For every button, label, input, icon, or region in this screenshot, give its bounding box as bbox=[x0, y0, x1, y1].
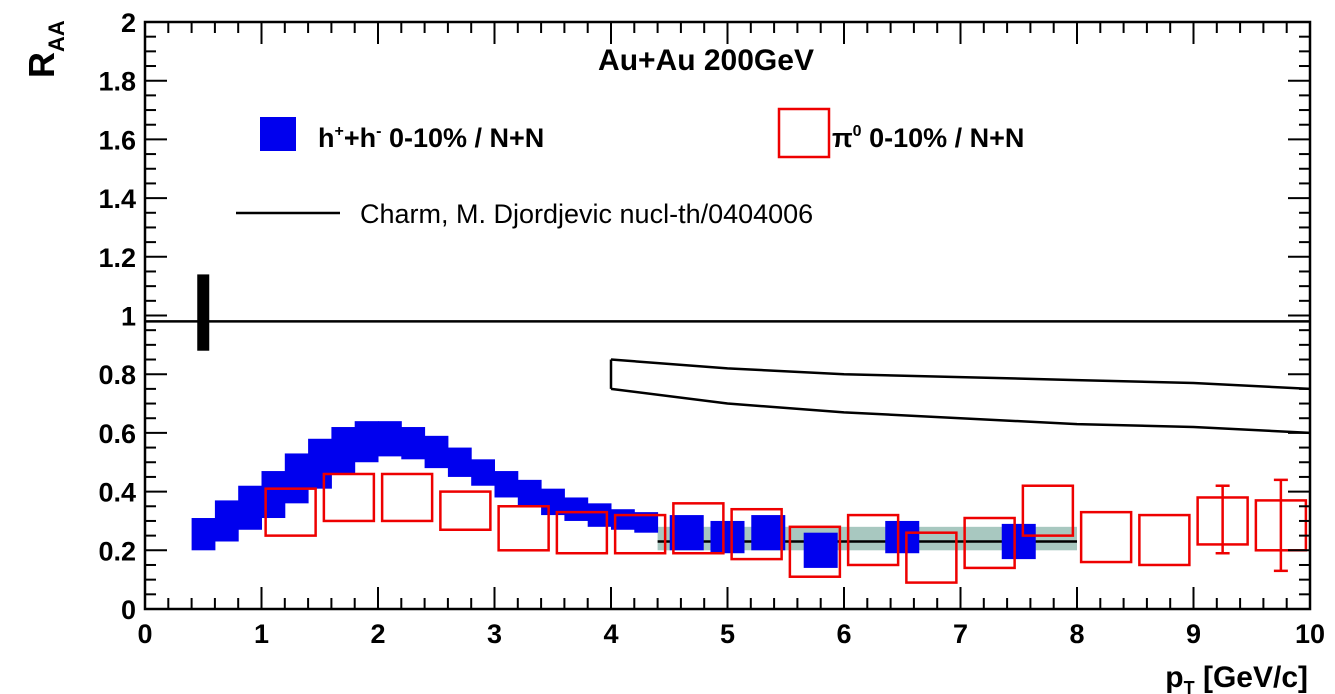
hadron-band-step-13 bbox=[494, 471, 519, 498]
pi0-point-15 bbox=[1138, 513, 1191, 567]
hadron-band-step-3 bbox=[261, 471, 286, 519]
y-tick-label: 0.4 bbox=[98, 478, 136, 508]
pi0-point-7 bbox=[672, 502, 725, 555]
hadron-band-step-19 bbox=[634, 512, 659, 533]
plot-title: Au+Au 200GeV bbox=[598, 44, 814, 77]
hadron-band-step-11 bbox=[447, 447, 472, 477]
x-tick-label: 8 bbox=[1069, 619, 1084, 649]
y-tick-label: 1 bbox=[121, 302, 136, 332]
pi0-point-1 bbox=[322, 472, 376, 523]
y-tick-label: 1.8 bbox=[98, 67, 136, 97]
hadron-band-step-12 bbox=[471, 459, 495, 486]
charm-upper-curve bbox=[610, 358, 1311, 391]
pi0-point-6 bbox=[613, 513, 667, 555]
pi0-point-16 bbox=[1196, 496, 1249, 546]
pi0-point-5 bbox=[555, 510, 609, 555]
y-tick-label: 1.6 bbox=[98, 125, 136, 155]
y-tick-label: 0.8 bbox=[98, 360, 136, 390]
legend-pi0-marker bbox=[777, 107, 831, 159]
hadron-point-5 bbox=[1001, 523, 1036, 560]
hadron-band-step-8 bbox=[378, 421, 402, 457]
pi0-point-0 bbox=[264, 487, 317, 537]
legend-charm-label: Charm, M. Djordjevic nucl-th/0404006 bbox=[360, 199, 813, 229]
hadron-point-4 bbox=[885, 520, 920, 554]
y-tick-label: 0 bbox=[121, 595, 136, 625]
legend-hadrons-marker bbox=[260, 117, 296, 151]
hadron-band-step-5 bbox=[308, 438, 332, 489]
hadron-band-step-10 bbox=[424, 435, 449, 469]
hadron-band-step-17 bbox=[587, 503, 612, 527]
pi0-point-13 bbox=[1021, 484, 1075, 537]
hadron-band-step-4 bbox=[284, 453, 309, 504]
pi0-point-14 bbox=[1079, 510, 1133, 564]
y-tick-label: 1.2 bbox=[98, 243, 136, 273]
hadron-band-step-16 bbox=[564, 497, 589, 521]
x-tick-label: 0 bbox=[137, 619, 152, 649]
pi0-point-10 bbox=[846, 513, 900, 567]
y-tick-label: 2 bbox=[121, 8, 136, 38]
x-tick-label: 10 bbox=[1295, 619, 1325, 649]
hadron-band-step-7 bbox=[354, 421, 379, 463]
x-tick-label: 3 bbox=[487, 619, 502, 649]
points-layer bbox=[264, 472, 1308, 584]
pi0-point-9 bbox=[788, 525, 842, 578]
legend-hadrons-label: h++h- 0-10% / N+N bbox=[318, 123, 544, 153]
hadron-band-step-2 bbox=[238, 485, 262, 530]
pi0-point-8 bbox=[730, 507, 783, 561]
x-tick-label: 1 bbox=[254, 619, 269, 649]
hadron-point-0 bbox=[669, 515, 704, 551]
hadron-point-3 bbox=[803, 532, 838, 568]
hadron-point-2 bbox=[751, 515, 786, 551]
y-tick-label: 1.4 bbox=[98, 184, 136, 214]
pi0-point-12 bbox=[963, 516, 1016, 570]
y-axis-title: RAA bbox=[21, 20, 69, 78]
charm-lower-curve bbox=[610, 387, 1311, 435]
hadron-band-step-15 bbox=[541, 488, 565, 516]
y-tick-label: 0.6 bbox=[98, 419, 136, 449]
normalization-error-bar bbox=[197, 274, 210, 351]
hadron-band-step-9 bbox=[401, 427, 426, 460]
hadron-band-step-6 bbox=[331, 427, 356, 474]
hadron-point-1 bbox=[710, 520, 745, 554]
x-tick-label: 7 bbox=[953, 619, 968, 649]
x-axis-title: pT [GeV/c] bbox=[1165, 661, 1308, 694]
pi0-point-3 bbox=[439, 490, 492, 532]
pi0-point-17 bbox=[1254, 499, 1308, 552]
theory-layer bbox=[145, 274, 1311, 543]
pi0-point-2 bbox=[380, 472, 434, 523]
x-tick-label: 4 bbox=[603, 619, 618, 649]
x-tick-label: 6 bbox=[836, 619, 851, 649]
legend-pi0-label: π0 0-10% / N+N bbox=[832, 123, 1024, 153]
ticks-layer bbox=[144, 21, 1311, 610]
legend: h++h- 0-10% / N+N π0 0-10% / N+N Charm, … bbox=[236, 107, 1024, 229]
tick-labels-layer: 0 1 2 3 4 5 6 7 8 9 10 0 0.2 0.4 0.6 0.8 1 1.2 1.4 1.6 1.8 2 bbox=[98, 8, 1325, 649]
pi0-point-11 bbox=[905, 531, 958, 584]
y-tick-label: 0.2 bbox=[98, 536, 136, 566]
hadron-band-step-14 bbox=[517, 479, 542, 507]
hadron-band-step-0 bbox=[191, 518, 216, 551]
x-tick-label: 9 bbox=[1186, 619, 1201, 649]
pi0-point-4 bbox=[497, 505, 550, 552]
hadron-band-step-1 bbox=[214, 500, 239, 542]
x-tick-label: 2 bbox=[370, 619, 385, 649]
x-tick-label: 5 bbox=[720, 619, 735, 649]
